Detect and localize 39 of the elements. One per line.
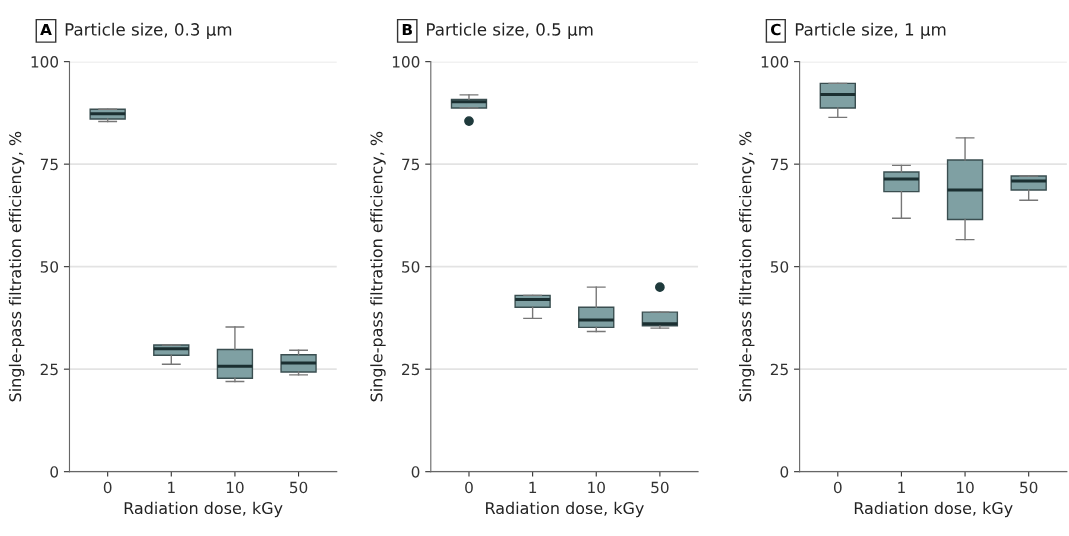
y-tick-label: 25 (40, 363, 58, 376)
x-tick-label: 50 (1020, 481, 1038, 494)
x-tick-label: 0 (103, 481, 112, 494)
y-tick-label: 75 (40, 158, 58, 171)
y-tick-label: 0 (50, 466, 59, 478)
chart-title: Particle size, 0.3 µm (65, 22, 232, 39)
x-tick-label: 1 (168, 481, 175, 494)
y-tick-label: 50 (770, 261, 789, 273)
y-tick-label: 100 (392, 56, 420, 68)
y-tick-label: 75 (402, 158, 420, 171)
y-axis-title: Single-pass filtration efficiency, % (739, 131, 755, 402)
y-tick-label: 25 (402, 363, 420, 376)
y-tick-label: 50 (40, 261, 59, 273)
x-tick-label: 1 (529, 481, 537, 494)
x-axis-title: Radiation dose, kGy (854, 501, 1013, 518)
y-tick-label: 100 (761, 56, 789, 68)
y-tick-label: 50 (402, 261, 420, 273)
chart-title: Particle size, 0.5 µm (427, 22, 593, 39)
x-tick-label: 50 (651, 481, 669, 494)
x-tick-label: 1 (898, 481, 905, 494)
text: B (402, 23, 412, 36)
text: C (770, 23, 781, 36)
y-tick-label: 0 (411, 466, 420, 478)
x-tick-label: 10 (957, 481, 974, 494)
y-axis-title: Single-pass filtration efficiency, % (370, 131, 386, 402)
x-tick-label: 10 (588, 481, 605, 494)
y-tick-label: 100 (31, 56, 59, 68)
y-tick-label: 0 (780, 466, 789, 478)
x-axis-title: Radiation dose, kGy (486, 501, 644, 518)
x-axis-title: Radiation dose, kGy (124, 501, 283, 518)
text: A (40, 23, 52, 36)
chart-title: Particle size, 1 µm (795, 22, 946, 39)
y-tick-label: 75 (771, 158, 788, 171)
y-tick-label: 25 (770, 363, 788, 376)
y-axis-title: Single-pass filtration efficiency, % (8, 131, 25, 402)
x-tick-label: 10 (226, 481, 244, 494)
x-tick-label: 0 (465, 481, 473, 494)
x-tick-label: 50 (290, 481, 308, 494)
x-tick-label: 0 (833, 481, 842, 494)
